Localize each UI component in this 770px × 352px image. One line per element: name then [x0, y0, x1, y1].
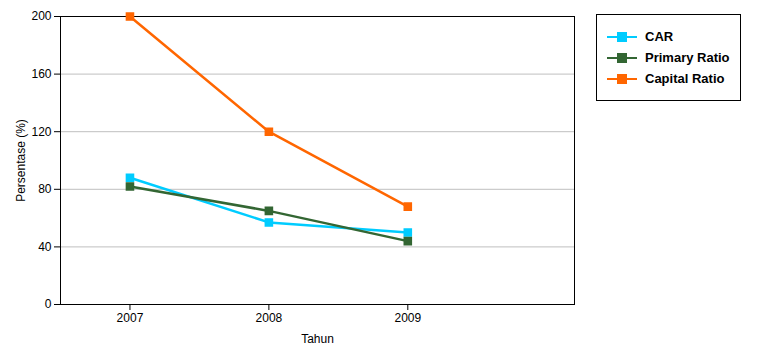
- svg-text:Persentase (%): Persentase (%): [14, 119, 28, 202]
- html-text:Primary Ratio: Primary Ratio: [645, 50, 730, 65]
- svg-text:2008: 2008: [256, 311, 283, 325]
- svg-text:200: 200: [31, 9, 51, 23]
- svg-text:2007: 2007: [117, 311, 144, 325]
- svg-text:Tahun: Tahun: [301, 332, 334, 346]
- html-text:CAR: CAR: [645, 29, 674, 44]
- svg-text:160: 160: [31, 67, 51, 81]
- svg-text:80: 80: [38, 182, 52, 196]
- svg-text:40: 40: [38, 240, 52, 254]
- html-text:Capital Ratio: Capital Ratio: [645, 71, 725, 86]
- svg-text:0: 0: [45, 297, 52, 311]
- svg-text:2009: 2009: [394, 311, 421, 325]
- svg-text:120: 120: [31, 125, 51, 139]
